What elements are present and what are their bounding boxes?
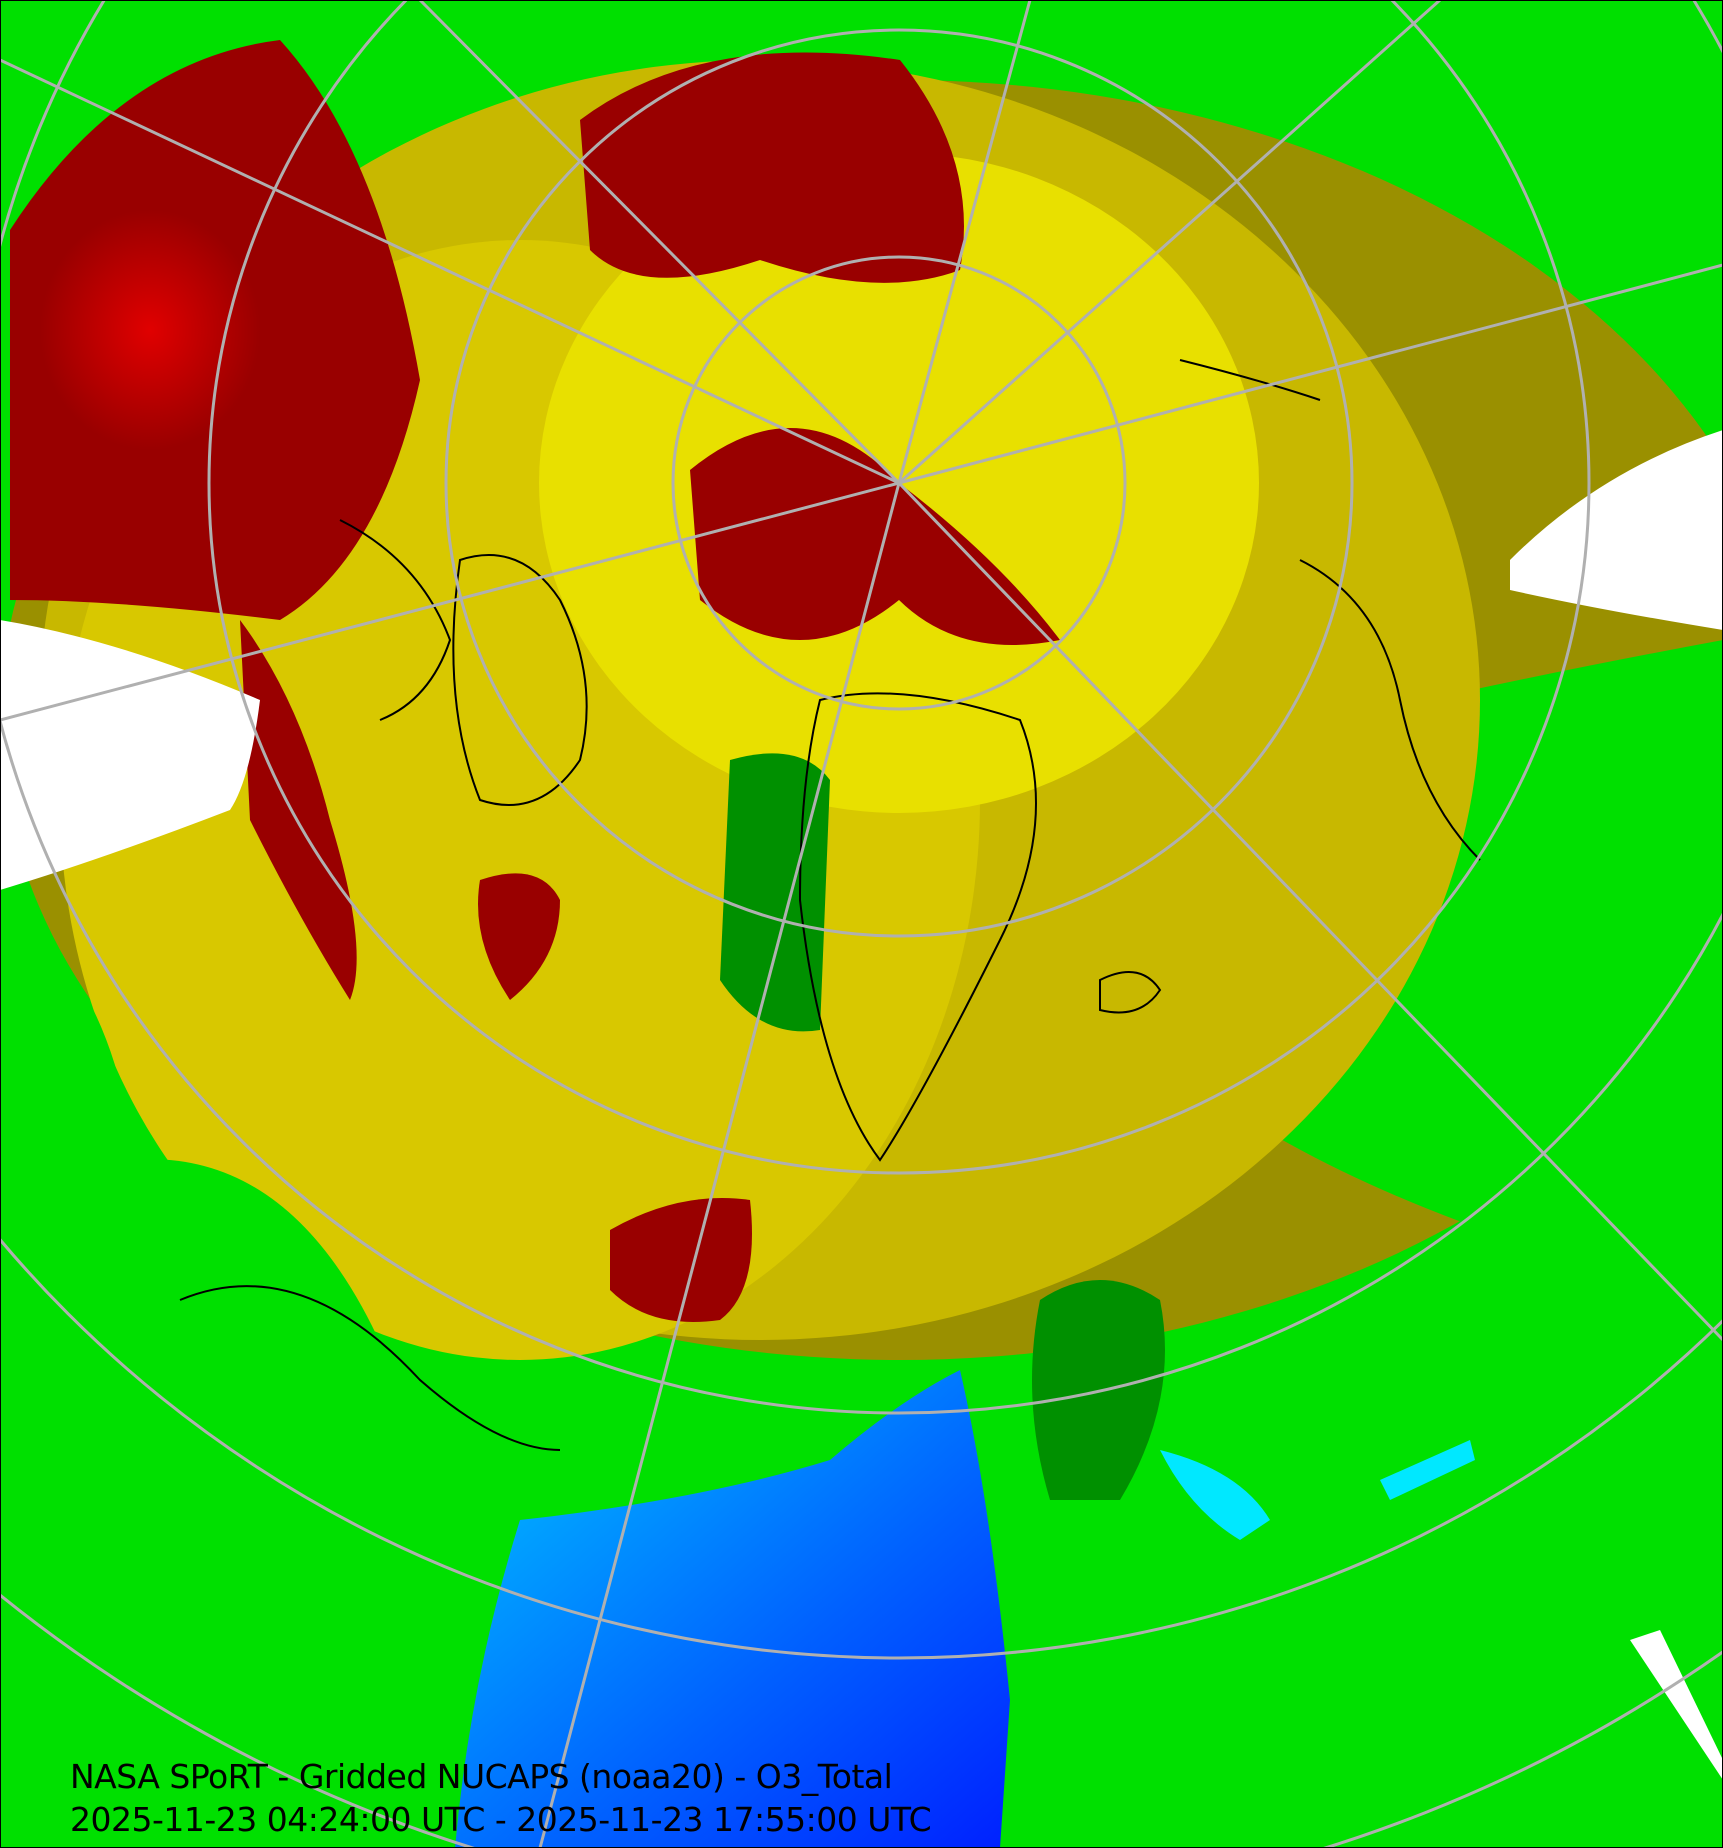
product-title: NASA SPoRT - Gridded NUCAPS (noaa20) - O… <box>70 1757 893 1796</box>
time-range: 2025-11-23 04:24:00 UTC - 2025-11-23 17:… <box>70 1800 932 1839</box>
